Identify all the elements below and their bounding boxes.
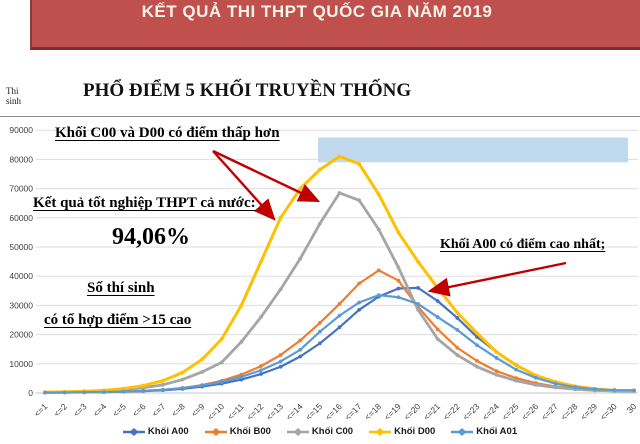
legend-item-khoi-a00: Khối A00 [122,426,189,437]
svg-text:<=17: <=17 [343,401,364,422]
annotation-c00-d00-low: Khối C00 và D00 có điểm thấp hơn [55,125,280,141]
svg-text:0: 0 [28,388,33,398]
svg-text:<=26: <=26 [519,401,540,422]
svg-text:<=10: <=10 [205,401,226,422]
title-banner: KẾT QUẢ THI THPT QUỐC GIA NĂM 2019 [30,0,640,50]
gridlines [36,129,638,394]
svg-text:30: 30 [625,401,639,415]
legend-marker-icon [286,427,309,436]
svg-text:<=4: <=4 [91,401,109,419]
svg-text:<=1: <=1 [32,401,50,419]
svg-text:<=30: <=30 [598,401,619,422]
svg-text:<=21: <=21 [421,401,442,422]
legend-label: Khối B00 [229,426,271,437]
svg-text:70000: 70000 [9,184,33,194]
svg-text:<=3: <=3 [71,401,89,419]
svg-text:50000: 50000 [9,242,33,252]
highlight-band [318,137,628,163]
chart-legend: Khối A00 Khối B00 Khối C00 Khối D00 Khối A01 [35,426,605,437]
svg-text:<=13: <=13 [264,401,285,422]
legend-label: Khối C00 [311,426,354,437]
svg-text:30000: 30000 [9,300,33,310]
legend-item-khoi-a01: Khối A01 [451,426,517,437]
legend-item-khoi-b00: Khối B00 [204,426,271,437]
svg-text:<=14: <=14 [284,401,305,422]
svg-text:<=28: <=28 [559,401,580,422]
annotation-candidates-line1: Số thí sinh [87,280,155,296]
data-series [43,154,636,395]
legend-item-khoi-c00: Khối C00 [286,426,354,437]
svg-text:<=24: <=24 [480,401,501,422]
annotation-a00-highest: Khối A00 có điểm cao nhất; [440,237,606,252]
legend-label: Khối A00 [147,426,189,437]
legend-marker-icon [204,427,227,436]
header-divider-line [0,116,640,117]
svg-text:10000: 10000 [9,359,33,369]
svg-text:<=16: <=16 [323,401,344,422]
legend-label: Khối A01 [476,426,518,437]
annotation-candidates-line2: có tổ hợp điểm >15 cao [44,312,192,328]
legend-item-khoi-d00: Khối D00 [369,426,435,437]
svg-text:<=11: <=11 [225,401,246,422]
svg-text:<=2: <=2 [52,401,70,419]
annotation-graduation-result: Kết quả tốt nghiệp THPT cả nước: [33,195,256,211]
svg-text:<=27: <=27 [539,401,560,422]
chart-title: PHỔ ĐIỂM 5 KHỐI TRUYỀN THỐNG [83,80,412,101]
svg-text:<=12: <=12 [245,401,266,422]
legend-marker-icon [122,427,145,436]
annotation-graduation-percent: 94,06% [112,224,190,250]
svg-text:20000: 20000 [9,330,33,340]
svg-text:<=6: <=6 [130,401,148,419]
svg-text:60000: 60000 [9,213,33,223]
svg-text:<=22: <=22 [441,401,462,422]
svg-text:<=19: <=19 [382,401,403,422]
svg-text:90000: 90000 [9,125,33,135]
banner-title: KẾT QUẢ THI THPT QUỐC GIA NĂM 2019 [141,2,493,21]
svg-text:40000: 40000 [9,271,33,281]
svg-text:<=23: <=23 [461,401,482,422]
svg-text:<=5: <=5 [111,401,129,419]
svg-text:<=20: <=20 [402,401,423,422]
svg-text:<=18: <=18 [362,401,383,422]
legend-label: Khối D00 [394,426,436,437]
svg-text:<=15: <=15 [303,401,324,422]
svg-text:<=7: <=7 [150,401,168,419]
svg-text:<=29: <=29 [578,401,599,422]
svg-text:<=9: <=9 [189,401,207,419]
legend-marker-icon [369,427,392,436]
svg-text:<=8: <=8 [169,401,187,419]
legend-marker-icon [451,427,474,436]
annotation-arrows [212,149,567,297]
svg-text:<=25: <=25 [500,401,521,422]
y-axis-unit-label: Thi sinh [6,86,22,106]
svg-text:80000: 80000 [9,154,33,164]
